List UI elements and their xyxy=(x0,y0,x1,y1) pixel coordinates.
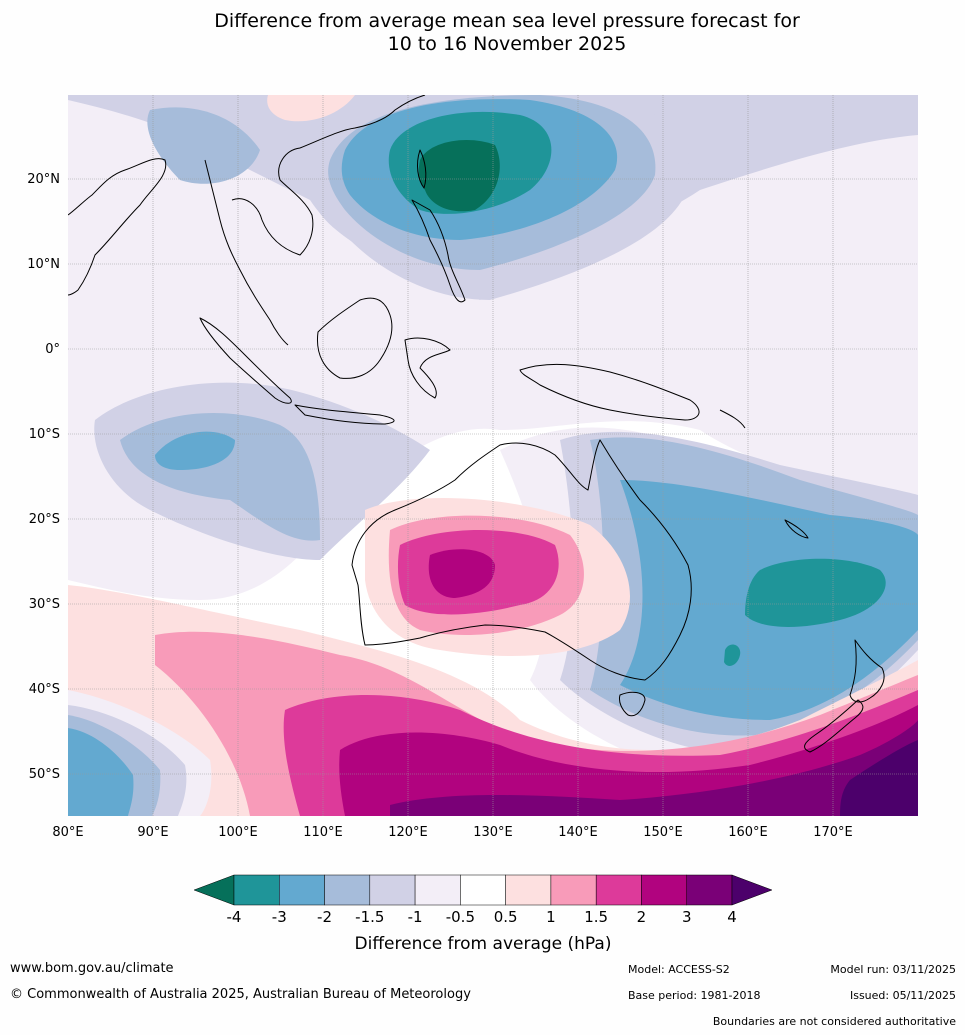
longitude-labels: 80°E 90°E 100°E 110°E 120°E 130°E 140°E … xyxy=(52,825,852,840)
colorbar-tick-label: -1.5 xyxy=(355,908,384,926)
graticule xyxy=(68,95,918,816)
lon-label: 150°E xyxy=(643,825,683,840)
anomaly-region xyxy=(147,107,260,184)
lat-label: 40°S xyxy=(29,682,60,697)
colorbar-tick-label: 4 xyxy=(727,908,737,926)
colorbar-tick-label: -2 xyxy=(317,908,332,926)
colorbar-arrow-high xyxy=(731,874,773,906)
colorbar-cell xyxy=(595,874,642,906)
lat-label: 10°S xyxy=(29,427,60,442)
chart-title: Difference from average mean sea level p… xyxy=(0,10,965,56)
colorbar: -4 -3 -2 -1.5 -1 -0.5 0.5 1 1.5 2 3 4 Difference fr… xyxy=(193,874,773,954)
lat-label: 20°S xyxy=(29,512,60,527)
footer-model-run: Model run: 03/11/2025 xyxy=(830,963,956,976)
colorbar-tick-label: 3 xyxy=(682,908,692,926)
anomaly-region xyxy=(155,431,235,470)
colorbar-cell xyxy=(414,874,461,906)
anomaly-region xyxy=(418,140,500,212)
lon-label: 120°E xyxy=(388,825,428,840)
lat-label: 0° xyxy=(45,342,60,357)
lon-label: 160°E xyxy=(728,825,768,840)
colorbar-cell xyxy=(279,874,325,906)
colorbar-tick-label: 0.5 xyxy=(494,908,518,926)
lon-label: 100°E xyxy=(218,825,258,840)
footer-model: Model: ACCESS-S2 xyxy=(628,963,730,976)
footer-issued: Issued: 05/11/2025 xyxy=(849,989,956,1002)
colorbar-cell xyxy=(550,874,597,906)
lon-label: 80°E xyxy=(52,825,83,840)
colorbar-cell xyxy=(505,874,552,906)
colorbar-tick-label: 2 xyxy=(637,908,647,926)
lon-label: 90°E xyxy=(137,825,168,840)
title-line-1: Difference from average mean sea level p… xyxy=(214,10,800,32)
pressure-anomaly-field xyxy=(68,95,918,816)
anomaly-region xyxy=(68,728,134,816)
lat-label: 50°S xyxy=(29,767,60,782)
footer-url[interactable]: www.bom.gov.au/climate xyxy=(10,961,174,976)
coastlines xyxy=(68,95,885,753)
colorbar-tick-label: 1.5 xyxy=(584,908,608,926)
colorbar-cell xyxy=(460,874,506,906)
colorbar-cell xyxy=(324,874,371,906)
colorbar-cell xyxy=(641,874,687,906)
lat-label: 30°S xyxy=(29,597,60,612)
anomaly-region xyxy=(840,740,918,816)
footer-base-period: Base period: 1981-2018 xyxy=(628,989,761,1002)
anomaly-region xyxy=(428,549,495,598)
anomaly-region xyxy=(267,95,355,122)
latitude-labels: 20°N 10°N 0° 10°S 20°S 30°S 40°S 50°S xyxy=(27,172,60,782)
anomaly-region xyxy=(724,644,741,666)
footer-copyright: © Commonwealth of Australia 2025, Austra… xyxy=(10,987,471,1002)
colorbar-tick-label: -1 xyxy=(408,908,423,926)
lon-label: 140°E xyxy=(558,825,598,840)
colorbar-tick-label: -4 xyxy=(227,908,242,926)
anomaly-region xyxy=(745,558,886,627)
title-line-2: 10 to 16 November 2025 xyxy=(387,33,627,55)
footer-disclaimer: Boundaries are not considered authoritat… xyxy=(712,1015,956,1028)
lat-label: 10°N xyxy=(27,257,60,272)
lat-label: 20°N xyxy=(27,172,60,187)
lon-label: 130°E xyxy=(473,825,513,840)
colorbar-tick-label: -3 xyxy=(272,908,287,926)
lon-label: 110°E xyxy=(303,825,343,840)
colorbar-title: Difference from average (hPa) xyxy=(355,934,612,954)
colorbar-tick-label: -0.5 xyxy=(446,908,475,926)
colorbar-tick-label: 1 xyxy=(546,908,556,926)
colorbar-cell xyxy=(369,874,416,906)
colorbar-cell xyxy=(686,874,733,906)
lon-label: 170°E xyxy=(813,825,853,840)
colorbar-cell xyxy=(233,874,280,906)
anomaly-region xyxy=(390,720,918,816)
colorbar-arrow-low xyxy=(193,874,235,906)
